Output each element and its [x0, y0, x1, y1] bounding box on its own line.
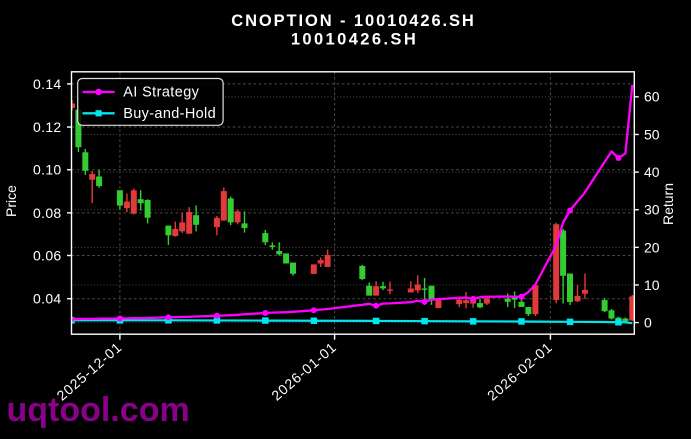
- svg-text:20: 20: [644, 239, 660, 255]
- svg-text:0.06: 0.06: [33, 247, 61, 263]
- svg-text:10010426.SH: 10010426.SH: [291, 31, 418, 49]
- svg-text:50: 50: [644, 126, 660, 142]
- svg-text:Buy-and-Hold: Buy-and-Hold: [123, 106, 216, 122]
- svg-text:30: 30: [644, 202, 660, 218]
- svg-text:10: 10: [644, 277, 660, 293]
- svg-text:0.08: 0.08: [33, 205, 61, 221]
- svg-text:0: 0: [644, 315, 652, 331]
- svg-text:0.12: 0.12: [33, 119, 61, 135]
- svg-text:0.04: 0.04: [33, 291, 61, 307]
- svg-text:uqtool.com: uqtool.com: [7, 391, 190, 429]
- svg-text:40: 40: [644, 164, 660, 180]
- svg-text:60: 60: [644, 89, 660, 105]
- svg-text:Return: Return: [660, 183, 676, 225]
- svg-text:Price: Price: [3, 185, 19, 217]
- svg-text:0.14: 0.14: [33, 76, 61, 92]
- svg-text:AI Strategy: AI Strategy: [123, 85, 199, 101]
- svg-text:CNOPTION - 10010426.SH: CNOPTION - 10010426.SH: [231, 12, 475, 30]
- svg-text:0.10: 0.10: [33, 162, 61, 178]
